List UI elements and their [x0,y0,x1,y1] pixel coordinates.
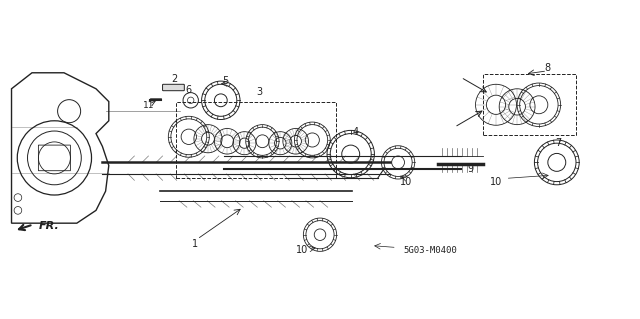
Text: 9: 9 [467,164,474,174]
Text: 8: 8 [544,63,550,73]
Text: 3: 3 [256,87,262,97]
Text: 5: 5 [222,76,228,86]
Text: 2: 2 [171,74,177,84]
Bar [483,74,576,135]
Text: 1: 1 [192,239,198,249]
Text: 10: 10 [400,177,413,187]
Text: 10: 10 [490,177,502,187]
FancyBboxPatch shape [163,84,184,91]
Text: 10: 10 [296,245,308,255]
Bar [176,101,336,178]
Text: 11: 11 [143,101,154,110]
Text: 5G03-M0400: 5G03-M0400 [403,246,457,255]
Text: 7: 7 [555,138,561,148]
Text: FR.: FR. [38,221,59,231]
Text: 4: 4 [352,127,358,137]
Text: 6: 6 [186,85,192,95]
